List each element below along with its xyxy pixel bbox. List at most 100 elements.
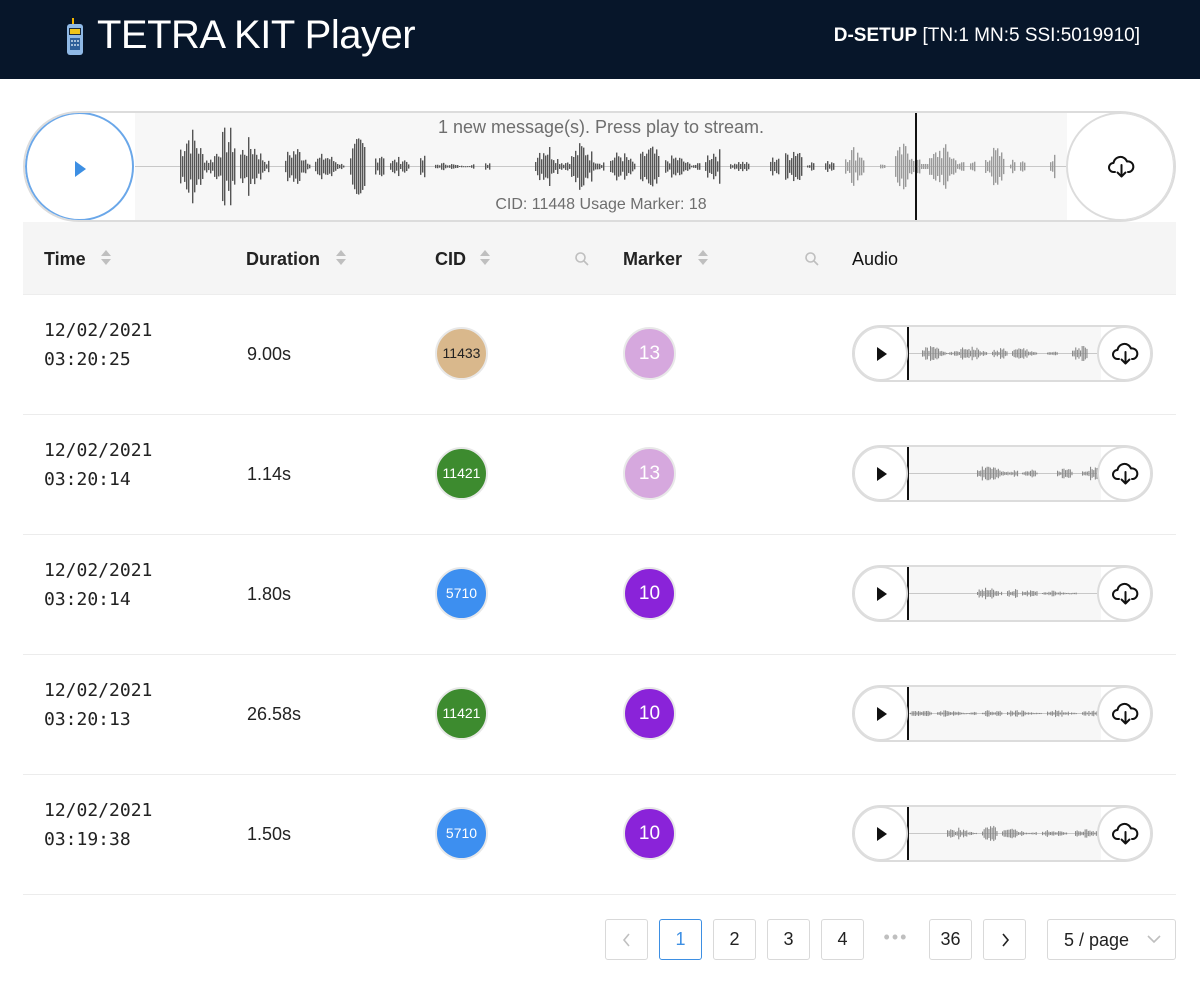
chevron-right-icon [1001,933,1009,947]
page-button-36[interactable]: 36 [929,919,972,960]
row-download-button[interactable] [1097,807,1151,860]
playhead-cursor [915,113,917,220]
sort-icon[interactable] [697,249,709,267]
row-timestamp: 12/02/2021 03:19:38 [44,796,152,854]
status-detail: [TN:1 MN:5 SSI:5019910] [922,25,1140,46]
sort-icon[interactable] [100,249,112,267]
radio-handset-icon [67,18,83,55]
row-audio-player [852,325,1153,382]
stream-player: 1 new message(s). Press play to stream. … [23,111,1176,222]
column-header-marker[interactable]: Marker [623,249,683,269]
row-timestamp: 12/02/2021 03:20:14 [44,556,152,614]
column-header-cid[interactable]: CID [435,249,466,269]
play-icon [877,707,887,721]
page-size-select[interactable]: 5 / page [1047,919,1176,960]
row-play-button[interactable] [854,447,908,500]
row-time: 03:20:14 [44,589,131,610]
table-row: 12/02/2021 03:20:13 26.58s 11421 10 [23,655,1176,775]
pagination-ellipsis[interactable]: ••• [883,927,909,947]
cloud-download-icon [1112,822,1139,845]
chevron-left-icon [622,933,630,947]
row-waveform-graphic [907,825,1101,842]
connection-status: D-SETUP [TN:1 MN:5 SSI:5019910] [834,24,1140,48]
row-play-button[interactable] [854,327,908,380]
stream-download-button[interactable] [1066,113,1174,220]
page-button-2[interactable]: 2 [713,919,756,960]
column-header-time[interactable]: Time [44,249,86,269]
cid-badge[interactable]: 11421 [435,687,488,740]
row-waveform[interactable] [907,807,1101,860]
page-button-4[interactable]: 4 [821,919,864,960]
row-waveform-graphic [907,587,1101,600]
row-audio-player [852,445,1153,502]
cid-badge[interactable]: 5710 [435,807,488,860]
row-waveform[interactable] [907,327,1101,380]
column-header-audio: Audio [852,249,899,269]
row-waveform[interactable] [907,687,1101,740]
row-date: 12/02/2021 [44,320,153,341]
page-button-3[interactable]: 3 [767,919,810,960]
row-download-button[interactable] [1097,687,1151,740]
row-waveform-graphic [907,709,1101,718]
cid-badge[interactable]: 11433 [435,327,488,380]
previous-page-button[interactable] [605,919,648,960]
row-audio-player [852,805,1153,862]
cloud-download-icon [1112,342,1139,365]
row-date: 12/02/2021 [44,560,153,581]
row-timestamp: 12/02/2021 03:20:14 [44,436,152,494]
row-duration: 9.00s [247,344,292,364]
stream-waveform-graphic [135,127,1067,206]
search-icon[interactable] [804,251,820,267]
row-waveform-graphic [907,346,1101,361]
table-row: 12/02/2021 03:20:25 9.00s 11433 13 [23,295,1176,415]
row-download-button[interactable] [1097,567,1151,620]
playhead-cursor [907,807,909,860]
marker-badge[interactable]: 13 [623,327,676,380]
table-row: 12/02/2021 03:20:14 1.80s 5710 10 [23,535,1176,655]
row-duration: 1.80s [247,584,292,604]
cloud-download-icon [1108,155,1135,178]
next-page-button[interactable] [983,919,1026,960]
page-size-value: 5 / page [1064,930,1130,950]
play-icon [877,467,887,481]
playhead-cursor [907,567,909,620]
row-time: 03:20:25 [44,349,131,370]
marker-badge[interactable]: 10 [623,567,676,620]
column-header-duration[interactable]: Duration [246,249,320,269]
playhead-cursor [907,687,909,740]
marker-badge[interactable]: 10 [623,807,676,860]
row-download-button[interactable] [1097,447,1151,500]
row-timestamp: 12/02/2021 03:20:13 [44,676,152,734]
app-header: TETRA KIT Player D-SETUP [TN:1 MN:5 SSI:… [0,0,1200,79]
stream-waveform[interactable]: 1 new message(s). Press play to stream. … [135,113,1067,220]
marker-badge[interactable]: 13 [623,447,676,500]
cloud-download-icon [1112,582,1139,605]
row-waveform[interactable] [907,447,1101,500]
marker-badge[interactable]: 10 [623,687,676,740]
row-date: 12/02/2021 [44,800,153,821]
page-button-1[interactable]: 1 [659,919,702,960]
table-row: 12/02/2021 03:19:38 1.50s 5710 10 [23,775,1176,895]
cloud-download-icon [1112,462,1139,485]
row-waveform[interactable] [907,567,1101,620]
row-time: 03:20:13 [44,709,131,730]
play-icon [877,827,887,841]
row-play-button[interactable] [854,567,908,620]
sort-icon[interactable] [479,249,491,267]
stream-play-button[interactable] [25,113,134,220]
table-row: 12/02/2021 03:20:14 1.14s 11421 13 [23,415,1176,535]
play-icon [877,587,887,601]
sort-icon[interactable] [335,249,347,267]
search-icon[interactable] [574,251,590,267]
row-play-button[interactable] [854,807,908,860]
row-time: 03:19:38 [44,829,131,850]
chevron-down-icon [1147,935,1161,944]
cid-badge[interactable]: 5710 [435,567,488,620]
stream-message: 1 new message(s). Press play to stream. [437,117,765,137]
row-date: 12/02/2021 [44,440,153,461]
cid-badge[interactable]: 11421 [435,447,488,500]
row-play-button[interactable] [854,687,908,740]
row-time: 03:20:14 [44,469,131,490]
row-download-button[interactable] [1097,327,1151,380]
row-duration: 1.50s [247,824,292,844]
